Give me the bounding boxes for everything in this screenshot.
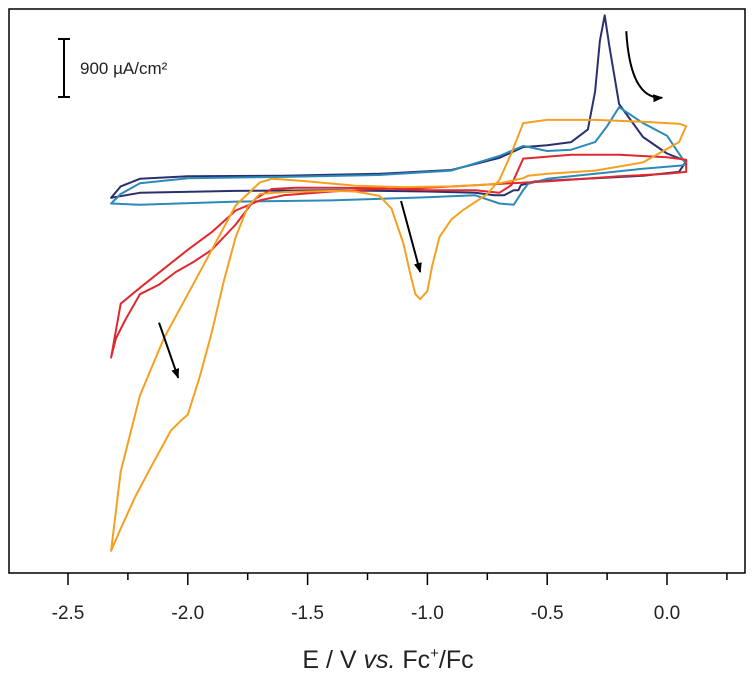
- scale-bar-label: 900 µA/cm²: [80, 59, 168, 78]
- annotation-arrow-3: [158, 322, 180, 379]
- x-axis-title-vs: vs.: [363, 646, 395, 674]
- x-tick-label: -1.0: [411, 603, 444, 624]
- series-group: [110, 14, 688, 552]
- scale-bar: 900 µA/cm²: [58, 38, 168, 98]
- x-tick-label: -0.5: [531, 603, 564, 624]
- x-tick-label: -1.5: [291, 603, 324, 624]
- x-axis-title-part-5: /Fc: [439, 646, 474, 674]
- x-tick-label: -2.0: [171, 603, 204, 624]
- annotation-group: [158, 31, 664, 379]
- x-axis-title: E / V vs. Fc+/Fc: [302, 645, 473, 674]
- series-line-4: [110, 118, 688, 552]
- plot-frame: [8, 8, 746, 574]
- x-tick-label: -2.5: [52, 603, 85, 624]
- x-ticks-group: -2.5 -2.0 -1.5 -1.0 -0.5 0.0: [52, 573, 728, 624]
- series-line-2: [110, 106, 688, 206]
- series-line-3: [110, 153, 688, 359]
- x-axis-title-part-1: E / V: [302, 646, 363, 674]
- annotation-arrow-2: [400, 200, 422, 273]
- annotation-arrow-1: [625, 31, 664, 103]
- x-axis-title-superscript: +: [430, 645, 439, 662]
- x-axis-title-part-3: Fc: [395, 646, 430, 674]
- x-tick-label: 0.0: [654, 603, 680, 624]
